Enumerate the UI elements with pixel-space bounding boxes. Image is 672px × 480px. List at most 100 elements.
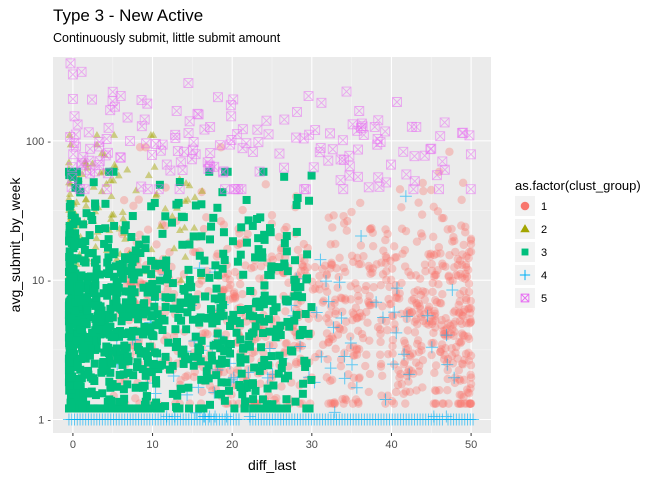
point-circle — [327, 375, 337, 385]
point-square — [128, 258, 137, 267]
point-square — [184, 355, 193, 364]
point-plus — [446, 283, 459, 296]
point-circle — [212, 252, 222, 261]
point-square — [133, 363, 142, 372]
point-square — [112, 298, 121, 307]
point-square — [65, 229, 74, 238]
point-circle — [333, 330, 343, 339]
point-circle — [376, 337, 385, 347]
point-circle — [462, 318, 471, 328]
point-square-x — [437, 156, 448, 167]
point-circle — [404, 267, 413, 277]
point-square-x — [136, 121, 147, 132]
point-square — [197, 232, 206, 241]
point-circle — [382, 275, 391, 285]
point-circle — [325, 334, 334, 344]
point-circle — [438, 259, 447, 268]
point-square — [214, 390, 223, 399]
point-circle — [396, 369, 405, 379]
point-square — [84, 336, 93, 345]
point-square-x — [65, 58, 76, 69]
point-circle — [381, 252, 391, 261]
point-square-x — [161, 159, 172, 170]
point-square — [103, 404, 112, 413]
point-square — [81, 318, 90, 327]
point-square — [219, 311, 228, 320]
point-square-x — [174, 184, 185, 195]
point-square — [220, 396, 229, 405]
point-square — [112, 382, 121, 391]
point-square — [119, 385, 128, 394]
point-circle — [448, 359, 458, 368]
point-square-x — [184, 116, 195, 127]
point-square — [260, 281, 269, 290]
point-square — [237, 369, 246, 378]
point-square — [189, 352, 198, 361]
point-circle — [330, 398, 339, 407]
point-square — [293, 291, 302, 300]
point-circle — [461, 222, 470, 232]
point-square — [201, 292, 210, 301]
point-circle — [351, 303, 361, 312]
point-square — [237, 223, 246, 232]
point-circle — [466, 239, 476, 249]
point-square-x — [398, 146, 409, 157]
point-circle — [203, 329, 212, 339]
point-square — [209, 213, 218, 222]
point-circle — [157, 220, 167, 229]
point-square — [91, 314, 100, 323]
point-square — [68, 264, 77, 273]
point-square — [188, 315, 197, 324]
point-circle — [367, 223, 376, 233]
point-triangle — [107, 215, 115, 222]
point-square — [187, 283, 196, 292]
point-square — [254, 234, 263, 243]
point-square — [121, 298, 130, 307]
point-square — [168, 389, 177, 398]
point-circle — [421, 267, 430, 276]
point-circle — [326, 264, 335, 273]
point-circle — [414, 367, 424, 376]
point-circle — [463, 265, 473, 275]
point-square — [104, 343, 113, 352]
point-circle — [129, 201, 138, 211]
point-circle — [219, 285, 229, 295]
point-plus — [294, 340, 307, 353]
point-circle — [267, 211, 277, 220]
point-circle — [386, 256, 395, 266]
point-circle — [417, 229, 426, 238]
point-circle — [439, 355, 449, 364]
point-square — [86, 272, 95, 281]
point-square — [185, 404, 194, 413]
point-plus — [335, 311, 348, 324]
point-square — [259, 296, 268, 305]
point-square — [143, 358, 152, 367]
point-square — [161, 303, 170, 312]
point-square — [155, 276, 164, 285]
point-square — [81, 284, 90, 293]
point-circle — [430, 368, 439, 378]
point-plus — [403, 368, 416, 381]
point-square — [74, 272, 83, 281]
point-square — [65, 381, 74, 390]
point-square-x — [122, 112, 133, 123]
point-square — [124, 404, 133, 413]
point-circle — [333, 283, 342, 292]
point-circle — [411, 271, 421, 280]
point-circle — [432, 298, 441, 307]
point-circle — [342, 226, 351, 235]
point-square — [147, 256, 156, 265]
point-square — [274, 263, 283, 272]
point-square — [254, 251, 263, 260]
point-circle — [340, 294, 350, 303]
point-square — [127, 291, 136, 300]
point-circle — [453, 254, 463, 264]
point-square — [141, 371, 150, 380]
series-5 — [65, 58, 476, 195]
point-circle — [326, 376, 335, 386]
point-triangle — [65, 190, 74, 197]
point-circle — [465, 399, 475, 408]
point-circle — [414, 198, 423, 207]
point-plus — [355, 229, 368, 242]
point-square — [213, 203, 222, 212]
